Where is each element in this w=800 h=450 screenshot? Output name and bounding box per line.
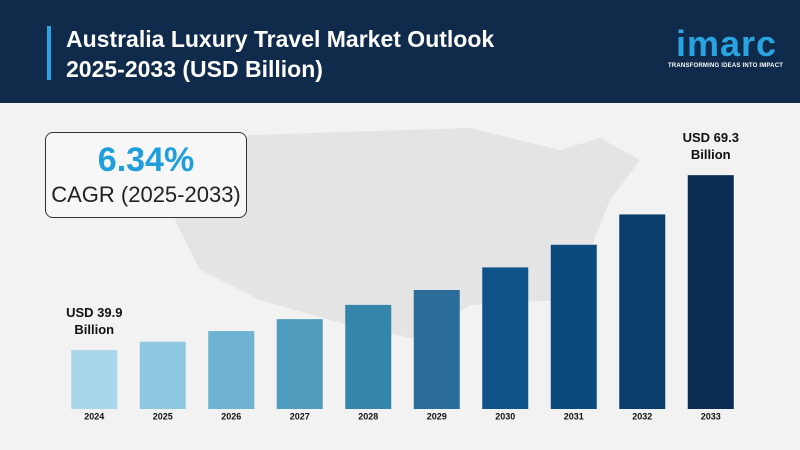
cagr-box: 6.34% CAGR (2025-2033) [45, 132, 247, 218]
x-tick-label: 2033 [701, 411, 721, 421]
tagline: TRANSFORMING IDEAS INTO IMPACT [668, 63, 784, 69]
x-tick-label: 2027 [290, 411, 310, 421]
x-tick-label: 2029 [427, 411, 447, 421]
cagr-label: CAGR (2025-2033) [51, 182, 241, 207]
value-label: USD 69.3 Billion [682, 130, 739, 163]
accent-bar [47, 26, 51, 80]
bar [687, 175, 734, 409]
x-tick-label: 2028 [358, 411, 378, 421]
bar [550, 244, 597, 409]
cagr-value: 6.34% [97, 141, 195, 179]
x-tick-label: 2030 [495, 411, 515, 421]
x-tick-label: 2026 [221, 411, 241, 421]
bar [413, 290, 460, 409]
bar [139, 341, 186, 409]
bar [276, 319, 323, 409]
x-tick-label: 2032 [632, 411, 652, 421]
chart-title: Australia Luxury Travel Market Outlook 2… [66, 26, 495, 82]
value-label: USD 39.9 Billion [66, 305, 123, 338]
bar [71, 350, 118, 409]
x-tick-label: 2031 [564, 411, 584, 421]
bar [619, 214, 666, 409]
bar [345, 304, 392, 409]
x-tick-label: 2024 [84, 411, 104, 421]
logo: imarc [676, 23, 778, 64]
x-tick-label: 2025 [153, 411, 173, 421]
header: Australia Luxury Travel Market Outlook 2… [0, 0, 800, 103]
bar [482, 267, 529, 409]
bar [208, 331, 255, 409]
